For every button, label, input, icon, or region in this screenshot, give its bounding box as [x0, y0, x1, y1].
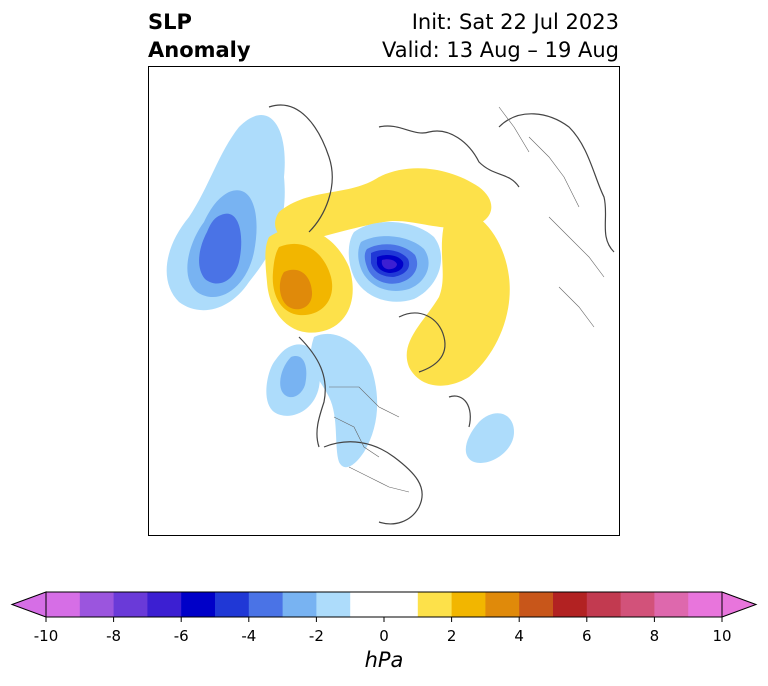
anomaly-map: [166, 104, 615, 525]
anomaly-north-atlantic: [465, 413, 514, 463]
colorbar-swatch: [485, 592, 520, 617]
colorbar-tick-label: 2: [446, 627, 457, 645]
colorbar-units: hPa: [364, 648, 404, 672]
colorbar-tick-label: 4: [514, 627, 524, 645]
coastlines: [268, 104, 615, 525]
colorbar-swatch: [620, 592, 655, 617]
anomaly-east-pacific: [266, 344, 320, 416]
valid-range: Valid: 13 Aug – 19 Aug: [381, 38, 619, 62]
title-line-2: Anomaly: [148, 38, 251, 62]
colorbar-extend-over: [721, 591, 758, 618]
colorbar-extend-under: [10, 591, 47, 618]
colorbar-swatch: [553, 592, 588, 617]
anomaly-greenland-positive: [406, 207, 510, 386]
colorbar-swatch: [46, 592, 81, 617]
colorbar-swatch: [688, 592, 723, 617]
colorbar-tick-label: -6: [173, 627, 189, 645]
colorbar-tick-label: -8: [106, 627, 122, 645]
colorbar-tick-label: -2: [308, 627, 324, 645]
colorbar: [0, 585, 768, 629]
political-boundaries: [329, 106, 605, 493]
init-date: Init: Sat 22 Jul 2023: [411, 10, 619, 34]
colorbar-svg: [10, 591, 758, 622]
colorbar-swatch: [282, 592, 317, 617]
colorbar-swatch: [248, 592, 284, 617]
anomaly-central-arctic: [348, 221, 442, 302]
colorbar-swatch: [316, 592, 351, 617]
colorbar-swatch: [181, 592, 216, 617]
colorbar-tick-label: -10: [33, 627, 59, 645]
colorbar-swatch: [147, 592, 182, 617]
colorbar-tick-label: 0: [379, 627, 389, 645]
colorbar-swatch: [350, 592, 385, 617]
colorbar-swatch: [384, 592, 419, 617]
colorbar-swatch: [79, 592, 115, 617]
colorbar-swatch: [654, 592, 689, 617]
colorbar-swatch: [451, 592, 486, 617]
colorbar-swatch: [519, 592, 554, 617]
map-panel: [148, 66, 620, 536]
colorbar-swatch: [417, 592, 453, 617]
colorbar-swatch: [586, 592, 622, 617]
colorbar-swatch: [113, 592, 148, 617]
anomaly-western-north-america: [310, 333, 378, 468]
anomaly-north-pacific: [166, 115, 285, 311]
valid-period: Init: Sat 22 Jul 2023 Valid: 13 Aug – 19…: [382, 8, 619, 64]
colorbar-tick-label: 6: [582, 627, 592, 645]
title-line-1: SLP: [148, 10, 192, 34]
colorbar-tick-label: 8: [649, 627, 660, 645]
colorbar-tick-label: -4: [241, 627, 257, 645]
anomaly-siberia-belt: [265, 168, 492, 333]
chart-title: SLP Anomaly: [148, 8, 251, 64]
colorbar-tick-label: 10: [712, 627, 732, 645]
colorbar-swatch: [215, 592, 250, 617]
